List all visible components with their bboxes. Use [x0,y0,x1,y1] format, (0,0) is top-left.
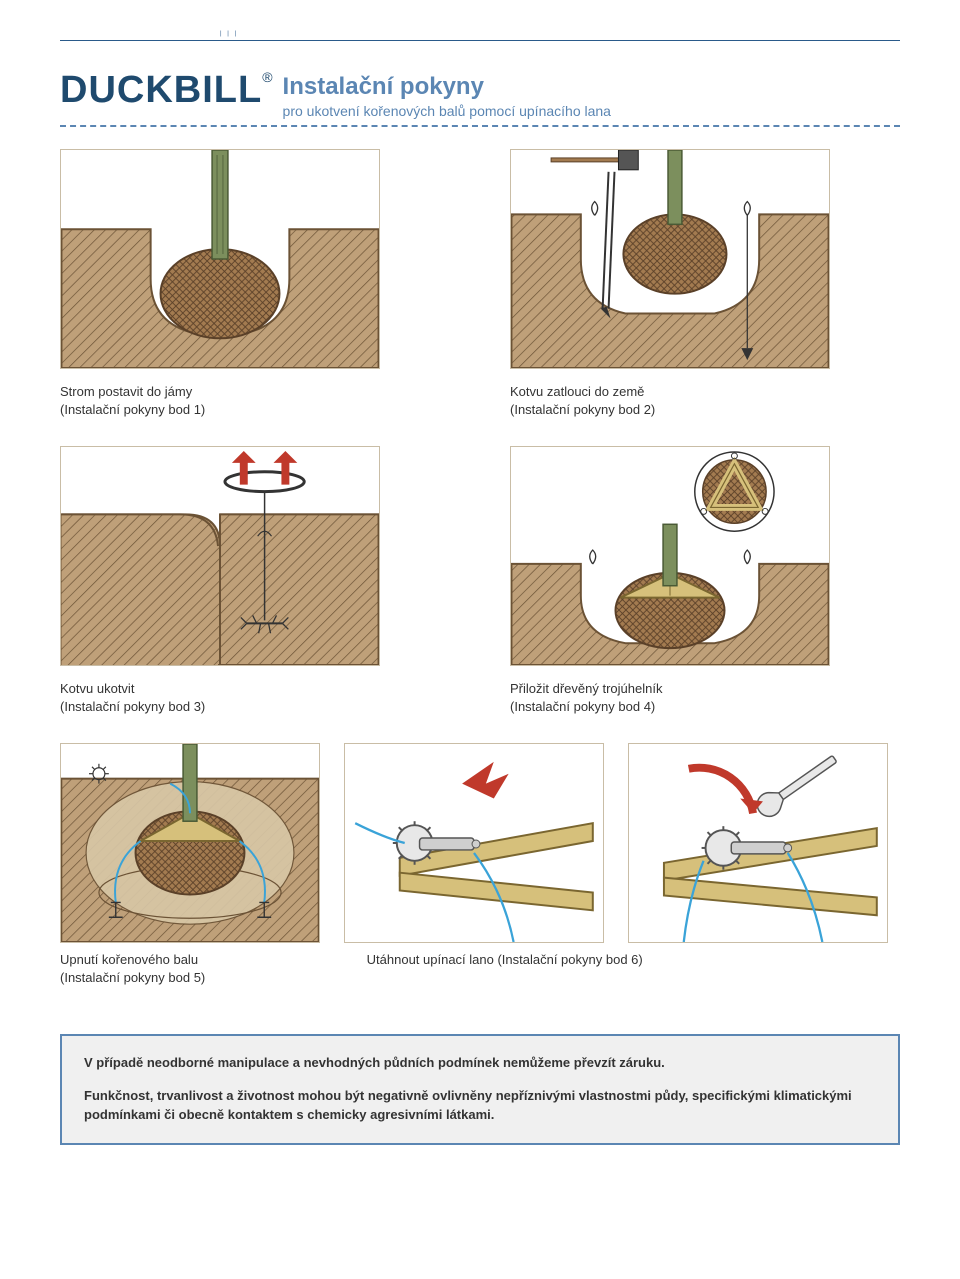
warning-p2: Funkčnost, trvanlivost a životnost mohou… [84,1088,852,1122]
step-6-caption: Utáhnout upínací lano (Instalační pokyny… [367,951,900,986]
header-titles: Instalační pokyny pro ukotvení kořenovýc… [283,71,611,119]
step-6b-illustration [628,743,888,943]
step-1-illustration [60,149,380,369]
step-5-line1: Upnutí kořenového balu [60,952,198,967]
brand-name: DUCKBILL [60,69,262,111]
step-1-line1: Strom postavit do jámy [60,384,192,399]
page-subtitle: pro ukotvení kořenových balů pomocí upín… [283,103,611,119]
header: DUCKBILL® Instalační pokyny pro ukotvení… [60,71,900,119]
step-3-caption: Kotvu ukotvit (Instalační pokyny bod 3) [60,680,450,715]
row-3 [60,743,900,943]
step-4-illustration [510,446,830,666]
warning-p1: V případě neodborné manipulace a nevhodn… [84,1055,665,1070]
step-3-line1: Kotvu ukotvit [60,681,134,696]
row-1-captions: Strom postavit do jámy (Instalační pokyn… [60,379,900,436]
row-3-captions: Upnutí kořenového balu (Instalační pokyn… [60,947,900,1004]
step-4-panel [510,446,900,666]
step-6a-panel [344,743,616,943]
row-2 [60,446,900,666]
step-2-panel [510,149,900,369]
step-3-illustration [60,446,380,666]
row-1 [60,149,900,369]
step-4-caption: Přiložit dřevěný trojúhelník (Instalační… [510,680,900,715]
warning-box: V případě neodborné manipulace a nevhodn… [60,1034,900,1145]
step-3-panel [60,446,450,666]
registered-icon: ® [262,69,272,85]
step-4-line2: (Instalační pokyny bod 4) [510,699,655,714]
step-5-line2: (Instalační pokyny bod 5) [60,970,205,985]
step-2-line2: (Instalační pokyny bod 2) [510,402,655,417]
step-3-line2: (Instalační pokyny bod 3) [60,699,205,714]
ruler-marks: | | | [220,31,238,37]
step-4-line1: Přiložit dřevěný trojúhelník [510,681,662,696]
step-2-illustration [510,149,830,369]
step-6a-illustration [344,743,604,943]
step-6-line1: Utáhnout upínací lano (Instalační pokyny… [367,952,643,967]
step-2-caption: Kotvu zatlouci do země (Instalační pokyn… [510,383,900,418]
step-1-panel [60,149,450,369]
step-1-caption: Strom postavit do jámy (Instalační pokyn… [60,383,450,418]
row-2-captions: Kotvu ukotvit (Instalační pokyny bod 3) … [60,676,900,733]
step-1-line2: (Instalační pokyny bod 1) [60,402,205,417]
step-2-line1: Kotvu zatlouci do země [510,384,644,399]
step-5-illustration [60,743,320,943]
step-5-caption: Upnutí kořenového balu (Instalační pokyn… [60,951,327,986]
step-6b-panel [628,743,900,943]
brand-logo: DUCKBILL® [60,71,273,109]
page-title: Instalační pokyny [283,73,611,101]
dashed-separator [60,125,900,127]
top-rule: | | | [60,40,900,41]
step-5-panel [60,743,332,943]
